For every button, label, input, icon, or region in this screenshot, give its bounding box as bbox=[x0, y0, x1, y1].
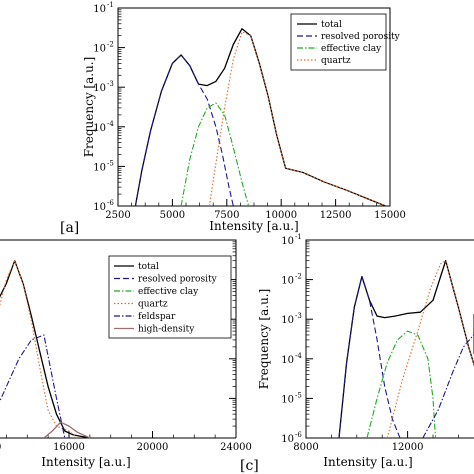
panel-c-y-tick-label: 10 bbox=[281, 434, 294, 445]
panel-a-y-tick-exponent: -3 bbox=[107, 80, 114, 88]
panel-a-x-tick-label: 7500 bbox=[214, 210, 239, 221]
panel-a-y-axis-title: Frequency [a.u.] bbox=[82, 57, 96, 158]
panel-a-series-quartz bbox=[208, 31, 386, 206]
panel-a-legend-label: quartz bbox=[321, 56, 351, 66]
panel-c-frame bbox=[305, 239, 474, 439]
panel-a-plot-area bbox=[134, 28, 386, 206]
panel-c-x-tick-label: 8000 bbox=[293, 442, 318, 453]
panel-a-legend: total resolved porosity effective clay quar… bbox=[290, 13, 401, 71]
panel-c-x-tick-label: 12000 bbox=[392, 442, 424, 453]
panel-a-y-tick-exponent: -2 bbox=[107, 41, 114, 49]
panel-a-y-tick-exponent: -4 bbox=[107, 120, 114, 128]
panel-c-plot-area bbox=[338, 260, 474, 438]
panel-c-y-axis: 10-610-510-410-310-210-1 bbox=[281, 233, 313, 445]
panel-c-y-tick-label: 10 bbox=[281, 315, 294, 326]
panel-a-x-axis: 2500 5000 7500 10000 12500 15000 bbox=[105, 199, 406, 221]
panel-c-series-total bbox=[338, 260, 474, 438]
panel-c-x-axis-title: Intensity [a.u.] bbox=[323, 455, 412, 469]
panel-c-y-tick-label: 10 bbox=[281, 276, 294, 287]
panel-c-series-resolved-porosity bbox=[338, 275, 401, 438]
panel-b-series-high-density bbox=[43, 421, 91, 438]
panel-b-x-tick-label: 20000 bbox=[137, 442, 169, 453]
panel-b-legend-label: resolved porosity bbox=[138, 275, 218, 285]
panel-a-series-effective-clay bbox=[180, 102, 250, 206]
panel-c-y-tick-label: 10 bbox=[281, 236, 294, 247]
panel-c-y-tick-exponent: -1 bbox=[295, 233, 302, 241]
panel-c-y-tick-exponent: -2 bbox=[295, 273, 302, 281]
panel-b-legend: total resolved porosity effective clay quar… bbox=[108, 255, 232, 339]
panel-b-y-axis bbox=[229, 239, 236, 439]
panel-a: 10-610-510-410-310-210-1 2500 5000 7500 100… bbox=[60, 1, 406, 236]
panel-a-y-tick-label: 10 bbox=[93, 123, 106, 134]
panel-c-y-axis-title: Frequency [a.u.] bbox=[257, 289, 271, 390]
panel-b-x-tick-label: 12000 bbox=[0, 442, 1, 453]
panel-c-series-quartz bbox=[386, 260, 474, 438]
panel-a-y-tick-label: 10 bbox=[93, 4, 106, 15]
panel-a-y-tick-exponent: -1 bbox=[107, 1, 114, 9]
panel-b-x-tick-label: 24000 bbox=[220, 442, 252, 453]
panel-a-legend-label: effective clay bbox=[321, 44, 382, 54]
panel-b-legend-label: total bbox=[138, 262, 159, 272]
panel-a-y-tick-label: 10 bbox=[93, 162, 106, 173]
panel-a-y-tick-exponent: -5 bbox=[107, 159, 114, 167]
panel-a-y-axis: 10-610-510-410-310-210-1 bbox=[93, 1, 125, 213]
panel-b-legend-label: effective clay bbox=[138, 287, 199, 297]
panel-a-y-tick-exponent: -6 bbox=[107, 199, 114, 207]
panel-a-legend-label: resolved porosity bbox=[321, 32, 401, 42]
panel-c-y-tick-exponent: -3 bbox=[295, 312, 302, 320]
panel-b-x-axis: 12000 16000 20000 24000 bbox=[0, 431, 252, 453]
panel-c-tag: [c] bbox=[240, 458, 259, 474]
panel-c-series-feldspar bbox=[422, 334, 474, 438]
panel-c-y-tick-exponent: -6 bbox=[295, 431, 302, 439]
panel-b-series-total bbox=[0, 260, 91, 438]
panel-a-x-tick-label: 12500 bbox=[320, 210, 352, 221]
panel-a-x-tick-label: 5000 bbox=[160, 210, 185, 221]
panel-c-y-tick-exponent: -4 bbox=[295, 352, 302, 360]
panel-b-series-quartz bbox=[0, 260, 78, 438]
panel-b-legend-label: high-density bbox=[138, 325, 195, 335]
panel-a-legend-label: total bbox=[321, 20, 342, 30]
panel-b-legend-label: quartz bbox=[138, 300, 168, 310]
panel-c-y-tick-label: 10 bbox=[281, 394, 294, 405]
panel-b-x-tick-label: 16000 bbox=[53, 442, 85, 453]
panel-a-x-tick-label: 15000 bbox=[374, 210, 406, 221]
panel-a-y-tick-label: 10 bbox=[93, 44, 106, 55]
panel-b-series-feldspar bbox=[0, 334, 66, 438]
panel-a-y-tick-label: 10 bbox=[93, 202, 106, 213]
panel-a-x-tick-label: 10000 bbox=[265, 210, 297, 221]
panel-a-legend-entries: total resolved porosity effective clay quar… bbox=[297, 20, 401, 66]
panel-b-legend-box bbox=[108, 255, 232, 339]
panel-b: 12000 16000 20000 24000 Intensity [a.u.] to… bbox=[0, 239, 252, 469]
panel-a-y-tick-label: 10 bbox=[93, 83, 106, 94]
panel-a-legend-box bbox=[290, 13, 387, 71]
panel-c-x-axis: 80001200016000 bbox=[293, 431, 459, 453]
panel-c: 10-610-510-410-310-210-1 80001200016000 … bbox=[240, 233, 474, 474]
panel-a-series-resolved-porosity bbox=[134, 54, 234, 206]
panel-b-x-axis-title: Intensity [a.u.] bbox=[41, 455, 130, 469]
panel-b-legend-entries: total resolved porosity effective clay quar… bbox=[114, 262, 218, 335]
panel-b-plot-area bbox=[0, 260, 91, 438]
panel-b-legend-label: feldspar bbox=[138, 312, 176, 322]
panel-a-x-tick-label: 2500 bbox=[105, 210, 130, 221]
panel-a-x-axis-title: Intensity [a.u.] bbox=[209, 219, 298, 233]
panel-c-y-tick-label: 10 bbox=[281, 355, 294, 366]
panel-c-y-tick-exponent: -5 bbox=[295, 391, 302, 399]
panel-c-series-effective-clay bbox=[366, 330, 437, 438]
panel-a-tag: [a] bbox=[60, 220, 79, 236]
